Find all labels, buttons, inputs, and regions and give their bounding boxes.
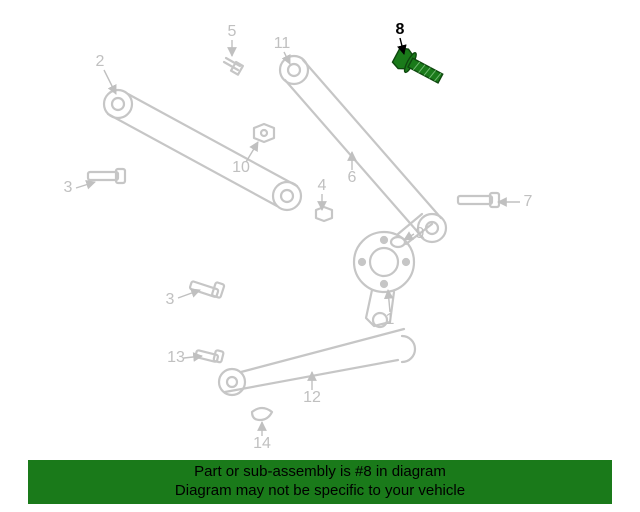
- part-7-bolt: [458, 193, 499, 207]
- leader-3a: [76, 182, 95, 188]
- part-2-link: [104, 90, 301, 210]
- label-8: 8: [396, 21, 405, 39]
- leader-3b: [178, 290, 200, 298]
- label-11: 11: [274, 35, 291, 53]
- label-3b: 3: [166, 291, 175, 309]
- label-9: 9: [416, 225, 425, 243]
- part-5-bolt: [224, 58, 243, 75]
- part-14-clip: [252, 408, 272, 420]
- footer-line1: Part or sub-assembly is #8 in diagram: [194, 463, 446, 482]
- label-3a: 3: [64, 179, 73, 197]
- part-4-nut: [316, 207, 332, 221]
- label-10: 10: [232, 159, 250, 177]
- label-2: 2: [96, 53, 105, 71]
- part-10-nut: [254, 124, 274, 142]
- label-7: 7: [524, 193, 533, 211]
- label-13: 13: [167, 349, 185, 367]
- part-9-nut: [391, 237, 405, 247]
- label-5: 5: [228, 23, 237, 41]
- label-1: 1: [386, 311, 395, 329]
- label-4: 4: [318, 177, 327, 195]
- diagram-canvas: 1 2 3 3 4 5 6 7 8 9 10 11 12 13 14 Part …: [0, 0, 640, 512]
- part-3a-bolt: [88, 169, 125, 183]
- parts-svg: [0, 0, 640, 512]
- part-8-bolt-highlighted: [391, 45, 445, 88]
- part-3b-bolt: [190, 281, 225, 298]
- part-12-link: [219, 329, 415, 395]
- label-14: 14: [253, 435, 271, 453]
- label-6: 6: [348, 169, 357, 187]
- footer-line2: Diagram may not be specific to your vehi…: [175, 482, 465, 501]
- leader-1: [388, 290, 390, 312]
- leader-2: [104, 70, 116, 94]
- footer-banner: Part or sub-assembly is #8 in diagram Di…: [28, 460, 612, 504]
- label-12: 12: [303, 389, 321, 407]
